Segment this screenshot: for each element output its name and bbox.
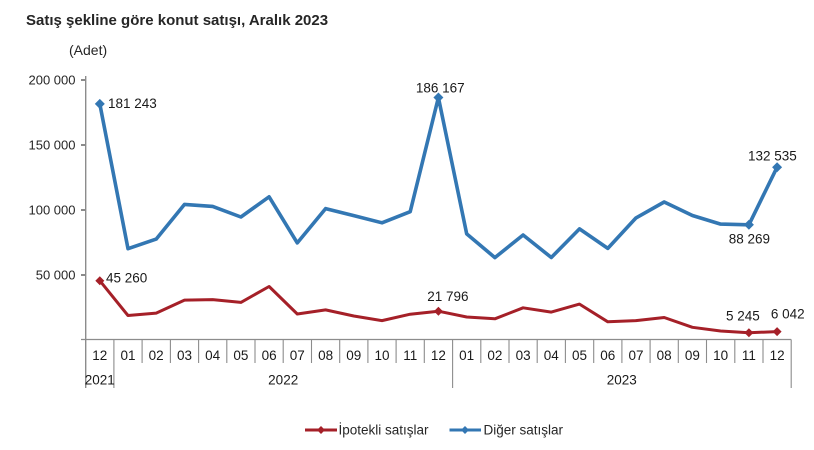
svg-text:10: 10: [713, 348, 728, 363]
svg-text:03: 03: [177, 348, 192, 363]
svg-text:05: 05: [572, 348, 587, 363]
svg-text:100 000: 100 000: [29, 203, 76, 218]
svg-text:5 245: 5 245: [726, 309, 760, 324]
svg-text:05: 05: [233, 348, 248, 363]
svg-text:07: 07: [290, 348, 305, 363]
svg-text:11: 11: [403, 348, 417, 363]
svg-text:45 260: 45 260: [106, 271, 147, 286]
svg-text:08: 08: [318, 348, 333, 363]
svg-text:181 243: 181 243: [108, 96, 157, 111]
svg-text:08: 08: [657, 348, 672, 363]
svg-text:09: 09: [346, 348, 361, 363]
svg-text:200 000: 200 000: [29, 73, 76, 88]
svg-text:04: 04: [205, 348, 221, 363]
svg-text:88 269: 88 269: [729, 232, 770, 247]
svg-text:21 796: 21 796: [427, 289, 468, 304]
svg-text:Satış şekline göre konut satış: Satış şekline göre konut satışı, Aralık …: [26, 12, 328, 29]
svg-text:6 042: 6 042: [771, 306, 805, 321]
svg-text:06: 06: [262, 348, 277, 363]
svg-text:Diğer satışlar: Diğer satışlar: [484, 423, 564, 438]
svg-text:03: 03: [516, 348, 531, 363]
svg-text:02: 02: [149, 348, 164, 363]
svg-text:09: 09: [685, 348, 700, 363]
svg-text:10: 10: [374, 348, 389, 363]
svg-text:07: 07: [628, 348, 643, 363]
svg-text:12: 12: [770, 348, 785, 363]
svg-text:01: 01: [120, 348, 135, 363]
svg-text:2023: 2023: [607, 373, 637, 388]
svg-text:186 167: 186 167: [416, 81, 465, 96]
svg-text:02: 02: [487, 348, 502, 363]
svg-text:132 535: 132 535: [748, 149, 797, 164]
svg-text:2021: 2021: [85, 373, 115, 388]
svg-text:01: 01: [459, 348, 474, 363]
svg-text:2022: 2022: [268, 373, 298, 388]
svg-text:11: 11: [742, 348, 756, 363]
svg-text:06: 06: [600, 348, 615, 363]
svg-text:(Adet): (Adet): [69, 42, 107, 58]
svg-text:İpotekli satışlar: İpotekli satışlar: [339, 423, 430, 438]
svg-text:50 000: 50 000: [36, 268, 76, 283]
svg-text:150 000: 150 000: [29, 138, 76, 153]
svg-text:12: 12: [92, 348, 107, 363]
svg-text:04: 04: [544, 348, 560, 363]
svg-text:12: 12: [431, 348, 446, 363]
